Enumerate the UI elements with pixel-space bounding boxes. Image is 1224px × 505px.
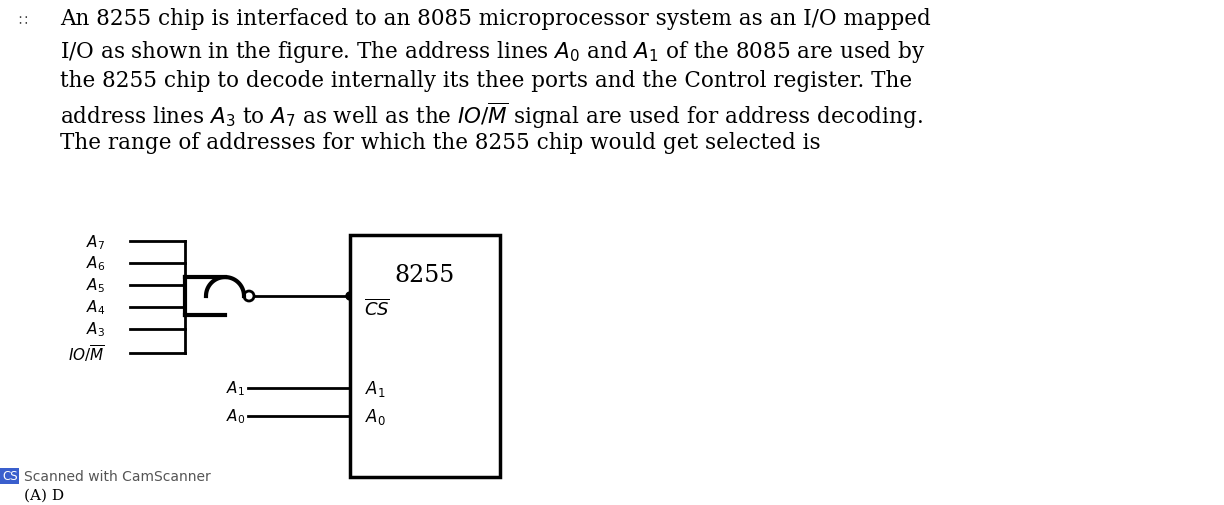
- Text: $A_6$: $A_6$: [86, 254, 105, 273]
- Text: $\overline{CS}$: $\overline{CS}$: [364, 298, 390, 319]
- Text: $A_0$: $A_0$: [225, 407, 245, 425]
- Text: CS: CS: [2, 470, 17, 482]
- Bar: [350, 236, 499, 477]
- Text: $A_7$: $A_7$: [86, 232, 105, 251]
- Text: 8255: 8255: [395, 264, 455, 286]
- Circle shape: [346, 292, 354, 300]
- Text: The range of addresses for which the 8255 chip would get selected is: The range of addresses for which the 825…: [60, 131, 820, 153]
- Text: $A_5$: $A_5$: [86, 276, 105, 295]
- Text: An 8255 chip is interfaced to an 8085 microprocessor system as an I/O mapped: An 8255 chip is interfaced to an 8085 mi…: [60, 8, 930, 30]
- Text: $A_4$: $A_4$: [86, 298, 105, 317]
- Text: the 8255 chip to decode internally its thee ports and the Control register. The: the 8255 chip to decode internally its t…: [60, 70, 912, 91]
- Text: $A_1$: $A_1$: [365, 378, 386, 398]
- Text: address lines $A_3$ to $A_7$ as well as the $IO/\overline{M}$ signal are used fo: address lines $A_3$ to $A_7$ as well as …: [60, 100, 923, 131]
- Text: ∷: ∷: [18, 14, 27, 28]
- Text: $A_3$: $A_3$: [86, 320, 105, 338]
- Text: $A_0$: $A_0$: [365, 406, 386, 426]
- Text: (A) D: (A) D: [24, 487, 64, 501]
- Text: $IO/\overline{M}$: $IO/\overline{M}$: [69, 343, 105, 364]
- Text: I/O as shown in the figure. The address lines $A_0$ and $A_1$ of the 8085 are us: I/O as shown in the figure. The address …: [60, 39, 925, 65]
- Text: $A_1$: $A_1$: [226, 379, 245, 397]
- Text: Scanned with CamScanner: Scanned with CamScanner: [24, 470, 211, 483]
